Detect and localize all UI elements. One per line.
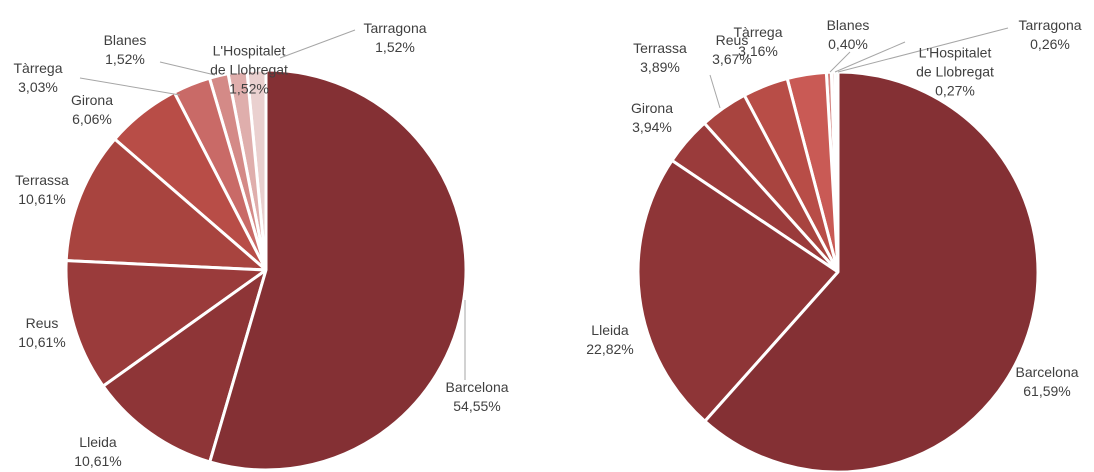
data-label: Lleida 10,61% — [74, 433, 121, 471]
category-label: Barcelona — [1015, 364, 1079, 380]
category-label: L'Hospitalet de Llobregat — [210, 42, 288, 78]
leader-line — [79, 77, 181, 96]
leader-line — [829, 51, 851, 73]
value-label: 1,52% — [229, 80, 269, 97]
value-label: 3,03% — [18, 79, 58, 95]
value-label: 0,40% — [828, 36, 868, 52]
category-label: Terrassa — [15, 172, 69, 188]
data-label: Lleida 22,82% — [586, 321, 633, 359]
data-label: Tàrrega 3,16% — [733, 23, 782, 61]
category-label: Barcelona — [445, 379, 509, 395]
data-label: Girona 3,94% — [631, 99, 673, 137]
category-label: Girona — [630, 100, 674, 116]
pie-slice — [703, 70, 1040, 472]
leader-line — [834, 41, 906, 73]
pie-slice — [208, 68, 468, 472]
category-label: Reus — [715, 32, 749, 48]
data-label: Tarragona 0,26% — [1018, 16, 1081, 54]
category-label: Girona — [70, 92, 114, 108]
value-label: 22,82% — [586, 341, 634, 357]
category-label: Blanes — [826, 17, 870, 33]
data-label: Terrassa 3,89% — [633, 39, 687, 77]
data-label: Terrassa 10,61% — [15, 171, 69, 209]
data-label: L'Hospitalet de Llobregat 0,27% — [914, 44, 996, 101]
value-label: 0,27% — [935, 82, 975, 99]
value-label: 1,52% — [375, 39, 415, 55]
category-label: Terrassa — [633, 40, 687, 56]
pie-slice — [64, 137, 268, 272]
data-label: Tarragona 1,52% — [363, 19, 426, 57]
leader-line — [837, 27, 1009, 73]
data-label: Tàrrega 3,03% — [13, 59, 62, 97]
value-label: 3,67% — [712, 51, 752, 67]
category-label: Lleida — [79, 434, 117, 450]
value-label: 1,52% — [105, 51, 145, 67]
category-label: Tarragona — [363, 20, 427, 36]
leader-line — [159, 61, 216, 76]
data-label: L'Hospitalet de Llobregat 1,52% — [208, 42, 290, 99]
data-label: Reus 10,61% — [18, 314, 65, 352]
value-label: 10,61% — [18, 191, 66, 207]
category-label: Tarragona — [1018, 17, 1082, 33]
value-label: 61,59% — [1023, 383, 1071, 399]
value-label: 10,61% — [74, 453, 122, 469]
value-label: 54,55% — [453, 398, 501, 414]
leader-line — [279, 29, 356, 59]
data-label: Reus 3,67% — [712, 31, 752, 69]
category-label: Tàrrega — [13, 60, 63, 76]
category-label: Reus — [25, 315, 59, 331]
value-label: 3,16% — [738, 43, 778, 59]
pie-slice — [101, 268, 268, 464]
category-label: Blanes — [103, 32, 147, 48]
leader-line — [709, 74, 721, 109]
data-label: Barcelona 61,59% — [1015, 363, 1078, 401]
value-label: 3,89% — [640, 59, 680, 75]
category-label: Lleida — [591, 322, 629, 338]
pie-slice — [636, 159, 840, 423]
data-label: Blanes 1,52% — [104, 31, 147, 69]
category-label: Tàrrega — [733, 24, 783, 40]
value-label: 3,94% — [632, 119, 672, 135]
data-label: Girona 6,06% — [71, 91, 113, 129]
data-label: Blanes 0,40% — [827, 16, 870, 54]
value-label: 0,26% — [1030, 36, 1070, 52]
value-label: 10,61% — [18, 334, 66, 350]
data-label: Barcelona 54,55% — [445, 378, 508, 416]
pie-slice — [64, 259, 268, 388]
category-label: L'Hospitalet de Llobregat — [916, 44, 994, 80]
value-label: 6,06% — [72, 111, 112, 127]
